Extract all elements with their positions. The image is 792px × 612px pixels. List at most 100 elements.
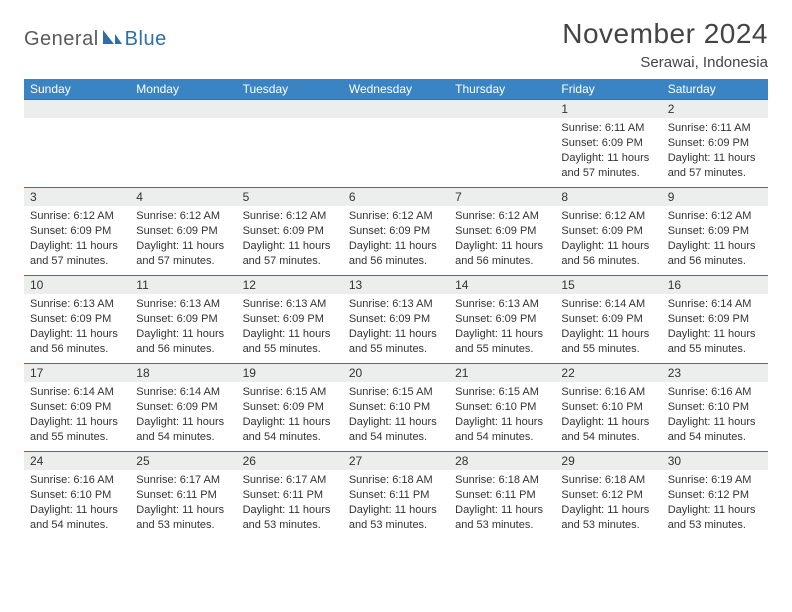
calendar-cell: 29Sunrise: 6:18 AMSunset: 6:12 PMDayligh… [555,452,661,540]
sunset-line: Sunset: 6:11 PM [136,488,230,503]
daynum-band: 8 [555,188,661,206]
calendar-cell: 9Sunrise: 6:12 AMSunset: 6:09 PMDaylight… [662,188,768,276]
daylight-line: Daylight: 11 hours and 55 minutes. [561,327,655,357]
daynum-band: 21 [449,364,555,382]
daylight-line: Daylight: 11 hours and 56 minutes. [561,239,655,269]
sunset-line: Sunset: 6:09 PM [561,224,655,239]
sunset-line: Sunset: 6:09 PM [136,224,230,239]
daylight-line: Daylight: 11 hours and 55 minutes. [668,327,762,357]
daynum-band: 20 [343,364,449,382]
day-details: Sunrise: 6:14 AMSunset: 6:09 PMDaylight:… [24,382,130,448]
sunset-line: Sunset: 6:09 PM [455,312,549,327]
day-details: Sunrise: 6:15 AMSunset: 6:10 PMDaylight:… [449,382,555,448]
calendar-cell: 5Sunrise: 6:12 AMSunset: 6:09 PMDaylight… [237,188,343,276]
sunset-line: Sunset: 6:12 PM [668,488,762,503]
sunrise-line: Sunrise: 6:14 AM [136,385,230,400]
sunrise-line: Sunrise: 6:11 AM [561,121,655,136]
daylight-line: Daylight: 11 hours and 53 minutes. [668,503,762,533]
calendar-cell: 24Sunrise: 6:16 AMSunset: 6:10 PMDayligh… [24,452,130,540]
calendar-cell: 18Sunrise: 6:14 AMSunset: 6:09 PMDayligh… [130,364,236,452]
calendar-cell: 20 Sunrise: 6:15 AMSunset: 6:10 PMDayligh… [343,364,449,452]
daylight-line: Daylight: 11 hours and 56 minutes. [455,239,549,269]
sunset-line: Sunset: 6:12 PM [561,488,655,503]
sunset-line: Sunset: 6:09 PM [30,224,124,239]
day-details: Sunrise: 6:16 AMSunset: 6:10 PMDaylight:… [555,382,661,448]
sunrise-line: Sunrise: 6:12 AM [668,209,762,224]
daylight-line: Daylight: 11 hours and 55 minutes. [349,327,443,357]
sunset-line: Sunset: 6:09 PM [243,400,337,415]
calendar-cell: 25Sunrise: 6:17 AMSunset: 6:11 PMDayligh… [130,452,236,540]
weekday-header: Saturday [662,79,768,100]
header-row: General Blue November 2024 Serawai, Indo… [24,18,768,71]
daynum-band: 30 [662,452,768,470]
sunrise-line: Sunrise: 6:12 AM [349,209,443,224]
sunrise-line: Sunrise: 6:13 AM [455,297,549,312]
daylight-line: Daylight: 11 hours and 53 minutes. [349,503,443,533]
calendar-head: SundayMondayTuesdayWednesdayThursdayFrid… [24,79,768,100]
weekday-header: Monday [130,79,236,100]
daylight-line: Daylight: 11 hours and 54 minutes. [30,503,124,533]
day-details: Sunrise: 6:13 AMSunset: 6:09 PMDaylight:… [237,294,343,360]
calendar-table: SundayMondayTuesdayWednesdayThursdayFrid… [24,79,768,540]
daylight-line: Daylight: 11 hours and 54 minutes. [349,415,443,445]
brand-general: General [24,28,99,51]
sunrise-line: Sunrise: 6:15 AM [349,385,443,400]
calendar-cell: 27 Sunrise: 6:18 AMSunset: 6:11 PMDayligh… [343,452,449,540]
day-details: Sunrise: 6:17 AMSunset: 6:11 PMDaylight:… [130,470,236,536]
day-details: Sunrise: 6:13 AMSunset: 6:09 PMDaylight:… [449,294,555,360]
sunset-line: Sunset: 6:09 PM [561,312,655,327]
daynum-band: 27 [343,452,449,470]
calendar-cell: 17Sunrise: 6:14 AMSunset: 6:09 PMDayligh… [24,364,130,452]
daynum-band: 26 [237,452,343,470]
daylight-line: Daylight: 11 hours and 54 minutes. [136,415,230,445]
calendar-cell [24,100,130,188]
sunrise-line: Sunrise: 6:19 AM [668,473,762,488]
day-details: Sunrise: 6:16 AMSunset: 6:10 PMDaylight:… [662,382,768,448]
calendar-cell: 21Sunrise: 6:15 AMSunset: 6:10 PMDayligh… [449,364,555,452]
calendar-cell: 12Sunrise: 6:13 AMSunset: 6:09 PMDayligh… [237,276,343,364]
daylight-line: Daylight: 11 hours and 55 minutes. [243,327,337,357]
daylight-line: Daylight: 11 hours and 54 minutes. [561,415,655,445]
daynum-band: 19 [237,364,343,382]
daynum-band: 29 [555,452,661,470]
daylight-line: Daylight: 11 hours and 56 minutes. [136,327,230,357]
daynum-band: 11 [130,276,236,294]
sunset-line: Sunset: 6:09 PM [30,312,124,327]
sunset-line: Sunset: 6:09 PM [668,312,762,327]
day-details: Sunrise: 6:12 AMSunset: 6:09 PMDaylight:… [24,206,130,272]
empty-daynum-band [130,100,236,118]
calendar-cell: 7Sunrise: 6:12 AMSunset: 6:09 PMDaylight… [449,188,555,276]
daylight-line: Daylight: 11 hours and 54 minutes. [668,415,762,445]
calendar-cell: 26Sunrise: 6:17 AMSunset: 6:11 PMDayligh… [237,452,343,540]
calendar-cell [130,100,236,188]
weekday-header: Wednesday [343,79,449,100]
day-details: Sunrise: 6:16 AMSunset: 6:10 PMDaylight:… [24,470,130,536]
sunrise-line: Sunrise: 6:18 AM [349,473,443,488]
daynum-band: 6 [343,188,449,206]
sunset-line: Sunset: 6:11 PM [349,488,443,503]
daylight-line: Daylight: 11 hours and 53 minutes. [455,503,549,533]
sunset-line: Sunset: 6:09 PM [136,312,230,327]
sunset-line: Sunset: 6:10 PM [30,488,124,503]
daynum-band: 13 [343,276,449,294]
calendar-cell: 11Sunrise: 6:13 AMSunset: 6:09 PMDayligh… [130,276,236,364]
weekday-header: Tuesday [237,79,343,100]
sunrise-line: Sunrise: 6:16 AM [30,473,124,488]
sunrise-line: Sunrise: 6:12 AM [30,209,124,224]
daynum-band: 9 [662,188,768,206]
daynum-band: 12 [237,276,343,294]
sunset-line: Sunset: 6:09 PM [136,400,230,415]
day-details: Sunrise: 6:14 AMSunset: 6:09 PMDaylight:… [662,294,768,360]
daynum-band: 10 [24,276,130,294]
daynum-band: 17 [24,364,130,382]
sunrise-line: Sunrise: 6:11 AM [668,121,762,136]
daynum-band: 1 [555,100,661,118]
sunset-line: Sunset: 6:10 PM [349,400,443,415]
day-details: Sunrise: 6:12 AMSunset: 6:09 PMDaylight:… [343,206,449,272]
calendar-cell: 10Sunrise: 6:13 AMSunset: 6:09 PMDayligh… [24,276,130,364]
daynum-band: 15 [555,276,661,294]
title-block: November 2024 Serawai, Indonesia [562,18,768,71]
calendar-cell: 6Sunrise: 6:12 AMSunset: 6:09 PMDaylight… [343,188,449,276]
daynum-band: 24 [24,452,130,470]
calendar-cell: 8Sunrise: 6:12 AMSunset: 6:09 PMDaylight… [555,188,661,276]
